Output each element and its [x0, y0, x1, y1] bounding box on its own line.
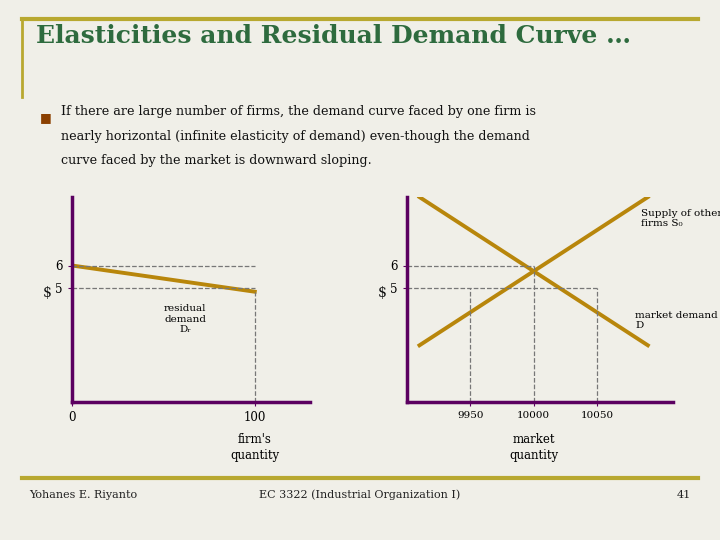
Text: ■: ■ — [40, 111, 51, 124]
Text: 41: 41 — [677, 489, 691, 500]
Text: quantity: quantity — [509, 449, 558, 462]
Text: Yohanes E. Riyanto: Yohanes E. Riyanto — [29, 489, 137, 500]
Text: nearly horizontal (infinite elasticity of demand) even-though the demand: nearly horizontal (infinite elasticity o… — [61, 130, 530, 143]
Text: If there are large number of firms, the demand curve faced by one firm is: If there are large number of firms, the … — [61, 105, 536, 118]
Text: Supply of other
firms S₀: Supply of other firms S₀ — [642, 208, 720, 228]
Text: market: market — [513, 433, 555, 447]
Y-axis label: $: $ — [42, 286, 52, 300]
Text: residual
demand
Dᵣ: residual demand Dᵣ — [164, 304, 207, 334]
Text: quantity: quantity — [230, 449, 279, 462]
Text: curve faced by the market is downward sloping.: curve faced by the market is downward sl… — [61, 154, 372, 167]
Text: Elasticities and Residual Demand Curve …: Elasticities and Residual Demand Curve … — [36, 24, 631, 48]
Text: firm's: firm's — [238, 433, 271, 447]
Text: market demand
D: market demand D — [635, 311, 718, 330]
Text: EC 3322 (Industrial Organization I): EC 3322 (Industrial Organization I) — [259, 489, 461, 500]
Y-axis label: $: $ — [377, 286, 387, 300]
